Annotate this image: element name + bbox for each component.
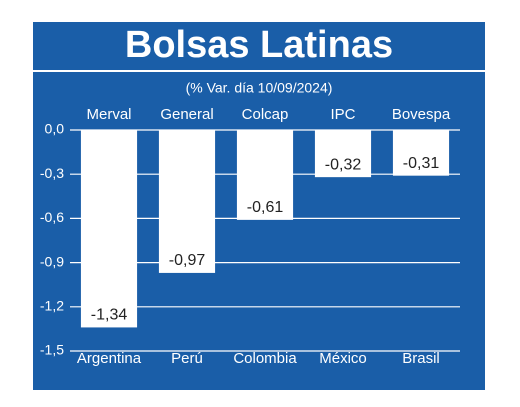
bar [236, 130, 294, 220]
y-tick-label: 0,0 [45, 121, 65, 137]
index-label: General [160, 106, 213, 123]
bar [80, 130, 138, 328]
bar [392, 130, 450, 176]
value-label: -0,31 [403, 155, 440, 172]
x-tick-label: Perú [171, 350, 203, 367]
y-tick-label: -1,5 [40, 342, 64, 358]
y-tick-label: -0,6 [40, 209, 64, 225]
value-label: -0,97 [169, 252, 206, 269]
value-label: -0,32 [325, 156, 362, 173]
y-tick-label: -1,2 [40, 298, 64, 314]
y-tick-label: -0,3 [40, 165, 64, 181]
chart-title: Bolsas Latinas [125, 24, 393, 66]
chart-subtitle: (% Var. día 10/09/2024) [186, 80, 333, 96]
value-label: -0,61 [247, 199, 284, 216]
index-label: IPC [330, 106, 355, 123]
index-label: Merval [86, 106, 131, 123]
bar [158, 130, 216, 273]
index-label: Bovespa [392, 106, 451, 123]
y-tick-label: -0,9 [40, 253, 64, 269]
x-tick-label: Brasil [402, 350, 440, 367]
x-tick-label: Colombia [233, 350, 297, 367]
bar [314, 130, 372, 178]
index-label: Colcap [242, 106, 289, 123]
x-tick-label: Argentina [77, 350, 142, 367]
x-tick-label: México [319, 350, 367, 367]
value-label: -1,34 [91, 307, 128, 324]
